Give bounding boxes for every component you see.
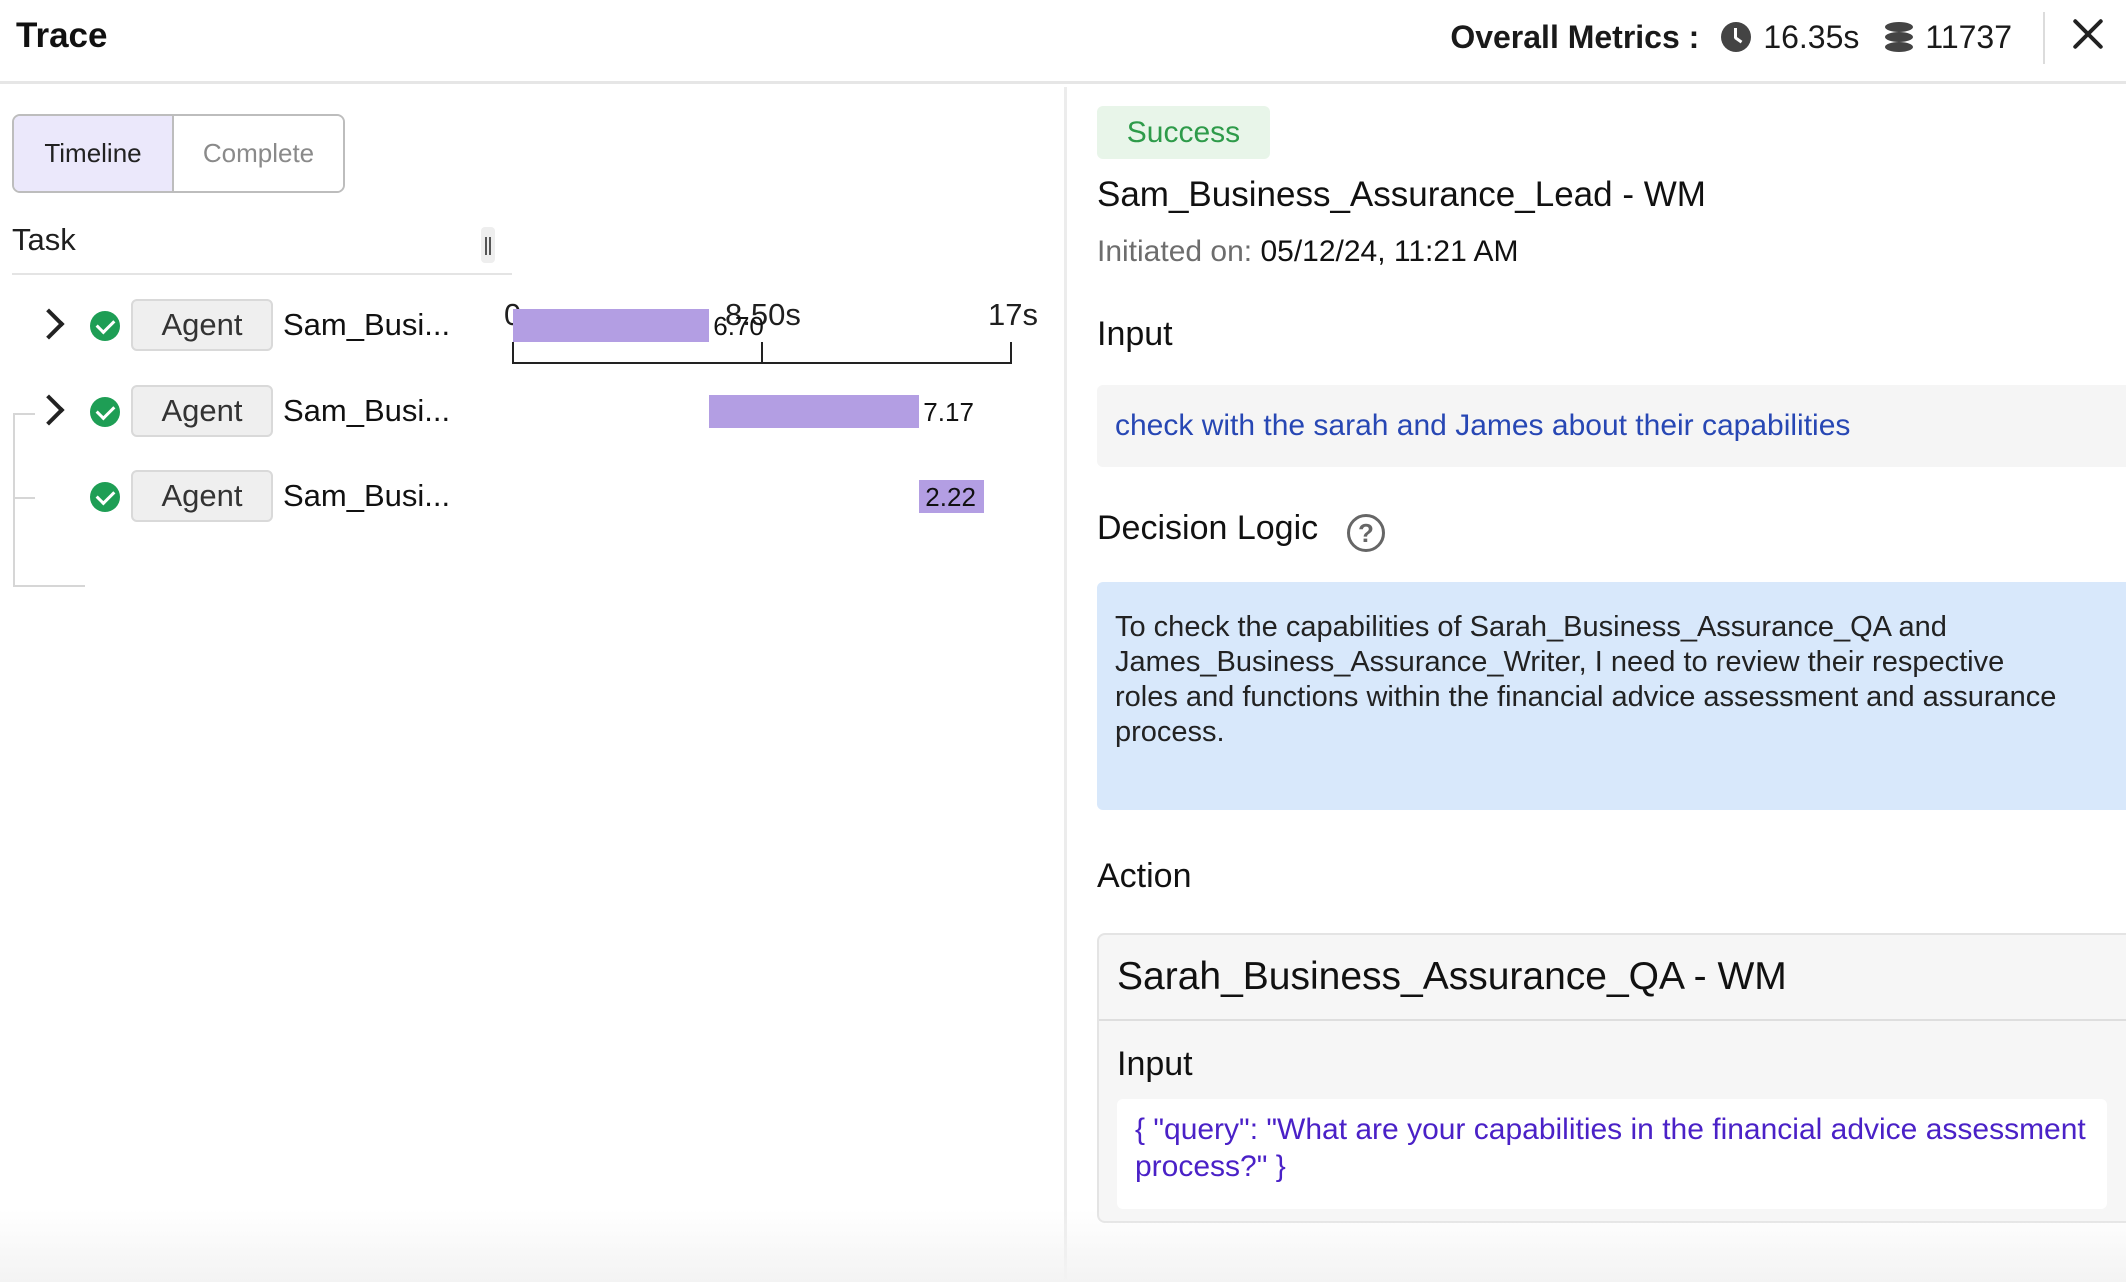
tab-complete[interactable]: Complete	[174, 116, 343, 191]
initiated-label: Initiated on:	[1097, 235, 1253, 268]
task-type-badge: Agent	[131, 385, 273, 437]
axis-tick	[1010, 342, 1012, 364]
timeline-pane: Timeline Complete Task 0 8.50s 17s Agent…	[0, 87, 1067, 1282]
duration-bar[interactable]	[709, 395, 920, 428]
input-heading: Input	[1097, 315, 1173, 353]
help-icon[interactable]: ?	[1347, 514, 1385, 552]
task-row[interactable]: Agent Sam_Busi... 7.17	[0, 385, 1067, 441]
input-text: check with the sarah and James about the…	[1115, 409, 1851, 442]
duration-label: 7.17	[923, 397, 974, 427]
axis-label-end: 17s	[988, 297, 1038, 332]
metrics-label: Overall Metrics :	[1450, 18, 1700, 55]
chevron-right-icon[interactable]	[33, 308, 65, 340]
task-row[interactable]: Agent Sam_Busi... 2.22	[0, 470, 1067, 526]
decision-logic-box: To check the capabilities of Sarah_Busin…	[1097, 582, 2126, 810]
tree-connector	[13, 497, 35, 499]
action-input-heading: Input	[1117, 1045, 1193, 1083]
task-name[interactable]: Sam_Busi...	[283, 307, 451, 342]
initiated-on: Initiated on: 05/12/24, 11:21 AM	[1097, 235, 1518, 269]
clock-icon	[1721, 22, 1752, 52]
action-input-code: { "query": "What are your capabilities i…	[1117, 1099, 2107, 1209]
duration-label: 2.22	[925, 482, 976, 512]
agent-title: Sam_Business_Assurance_Lead - WM	[1097, 175, 1706, 214]
duration-bar[interactable]	[513, 309, 710, 342]
axis-tick	[761, 342, 763, 364]
action-card: Sarah_Business_Assurance_QA - WM Input {…	[1097, 933, 2126, 1223]
page-title: Trace	[16, 16, 108, 55]
detail-pane: Success Sam_Business_Assurance_Lead - WM…	[1070, 87, 2126, 1282]
task-type-badge: Agent	[131, 470, 273, 522]
success-check-icon	[90, 397, 120, 427]
time-axis: 0 8.50s 17s	[504, 287, 1038, 367]
duration-bar[interactable]	[919, 480, 985, 513]
duration-value: 16.35s	[1763, 18, 1860, 55]
tab-timeline[interactable]: Timeline	[14, 116, 174, 191]
success-check-icon	[90, 311, 120, 341]
initiated-value: 05/12/24, 11:21 AM	[1260, 235, 1519, 268]
axis-tick	[512, 342, 514, 364]
overall-metrics: Overall Metrics : 16.35s 11737	[1450, 16, 2012, 58]
decision-logic-text: To check the capabilities of Sarah_Busin…	[1115, 611, 2057, 748]
chevron-right-icon[interactable]	[33, 394, 65, 426]
card-divider	[1099, 1019, 2126, 1021]
success-check-icon	[90, 482, 120, 512]
close-icon[interactable]	[2068, 14, 2108, 54]
input-box: check with the sarah and James about the…	[1097, 385, 2126, 467]
action-heading: Action	[1097, 857, 1192, 895]
database-icon	[1885, 22, 1914, 52]
task-row[interactable]: Agent Sam_Busi... 6.70	[0, 299, 1067, 355]
action-agent-title: Sarah_Business_Assurance_QA - WM	[1117, 955, 1787, 998]
task-name[interactable]: Sam_Busi...	[283, 393, 451, 428]
trace-header: Trace Overall Metrics : 16.35s 11737	[0, 0, 2126, 84]
header-divider	[2043, 12, 2045, 64]
view-toggle: Timeline Complete	[12, 114, 345, 193]
task-type-badge: Agent	[131, 299, 273, 351]
header-underline	[12, 273, 512, 275]
task-column-header: Task	[12, 222, 76, 257]
tokens-value: 11737	[1925, 18, 2012, 55]
axis-label-mid: 8.50s	[725, 297, 801, 332]
status-badge: Success	[1097, 106, 1270, 159]
duration-label: 6.70	[713, 311, 764, 341]
tree-connector	[13, 413, 35, 415]
column-resize-handle[interactable]	[481, 227, 495, 263]
task-name[interactable]: Sam_Busi...	[283, 478, 451, 513]
tree-connector	[13, 585, 85, 587]
tree-connector	[13, 414, 15, 586]
decision-logic-heading: Decision Logic	[1097, 509, 1319, 547]
